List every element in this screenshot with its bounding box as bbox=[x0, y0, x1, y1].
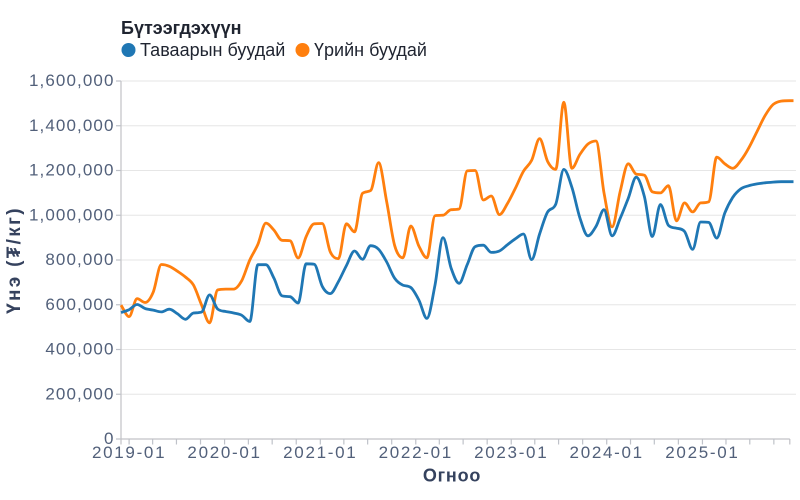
svg-text:2021-01: 2021-01 bbox=[283, 443, 357, 462]
svg-text:2019-01: 2019-01 bbox=[92, 443, 166, 462]
svg-text:2023-01: 2023-01 bbox=[474, 443, 548, 462]
svg-text:200,000: 200,000 bbox=[45, 384, 114, 403]
svg-text:2022-01: 2022-01 bbox=[379, 443, 453, 462]
svg-text:1,600,000: 1,600,000 bbox=[29, 71, 115, 90]
svg-text:Үрийн буудай: Үрийн буудай bbox=[314, 40, 427, 60]
svg-text:800,000: 800,000 bbox=[45, 250, 114, 269]
svg-text:Таваарын буудай: Таваарын буудай bbox=[140, 40, 285, 60]
svg-text:400,000: 400,000 bbox=[45, 340, 114, 359]
svg-text:600,000: 600,000 bbox=[45, 295, 114, 314]
svg-text:2025-01: 2025-01 bbox=[665, 443, 739, 462]
svg-text:2020-01: 2020-01 bbox=[187, 443, 261, 462]
svg-text:1,200,000: 1,200,000 bbox=[29, 161, 115, 180]
svg-text:Бүтээгдэхүүн: Бүтээгдэхүүн bbox=[121, 18, 242, 38]
svg-text:1,400,000: 1,400,000 bbox=[29, 116, 115, 135]
svg-text:1,000,000: 1,000,000 bbox=[29, 205, 115, 224]
svg-text:0: 0 bbox=[104, 429, 115, 448]
svg-text:Огноо: Огноо bbox=[423, 466, 481, 486]
svg-text:Үнэ (₮/кг): Үнэ (₮/кг) bbox=[4, 206, 25, 314]
svg-text:2024-01: 2024-01 bbox=[570, 443, 644, 462]
